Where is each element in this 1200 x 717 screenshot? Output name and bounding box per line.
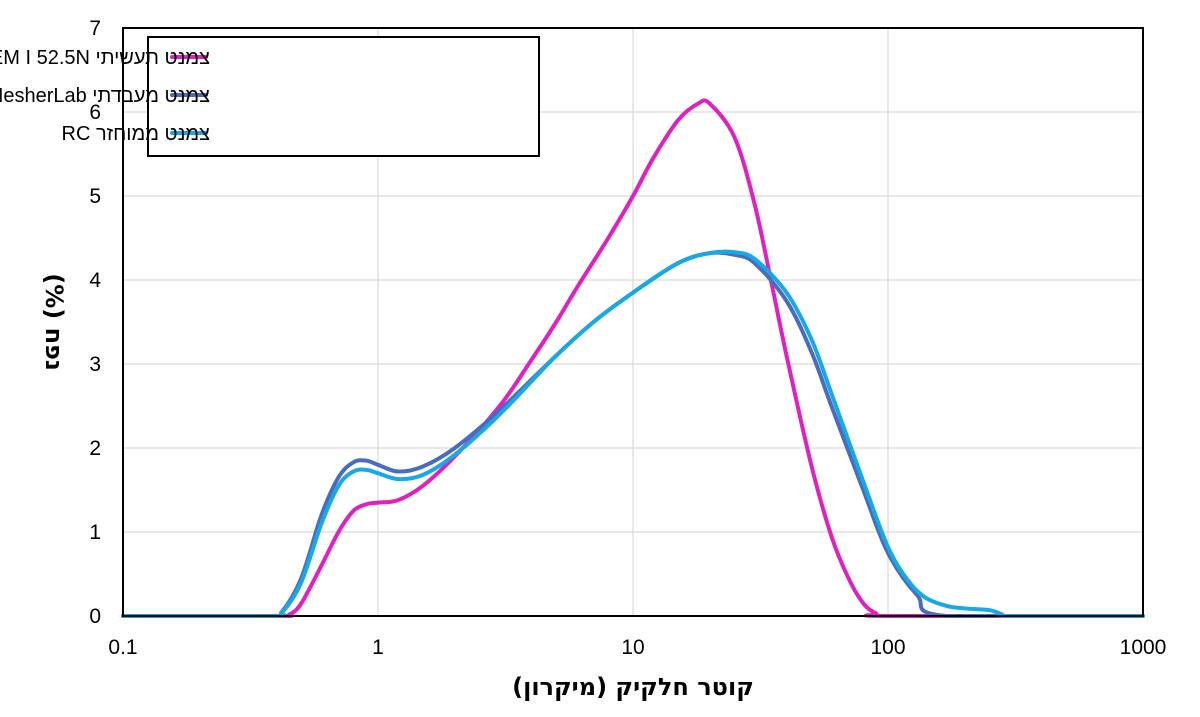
- legend: צמנט תעשיתי CEM I 52.5N צמנט מעבדתי Neshe…: [0, 36, 540, 157]
- y-tick-label: 6: [89, 101, 101, 124]
- y-tick-label: 3: [89, 353, 101, 376]
- y-tick-label: 2: [89, 437, 101, 460]
- legend-label: צמנט תעשיתי CEM I 52.5N: [0, 47, 210, 69]
- x-tick-label: 1000: [1120, 636, 1167, 659]
- y-tick-label: 4: [89, 269, 101, 292]
- series-line-1: [121, 98, 1145, 619]
- y-tick-label: 0: [89, 605, 101, 628]
- legend-label: צמנט ממוחזר RC: [62, 123, 211, 145]
- x-tick-label: 100: [870, 636, 905, 659]
- y-tick-labels: 0 1 2 3 4 5 6 7: [89, 17, 101, 628]
- x-tick-labels: 0.1 1 10 100 1000: [108, 636, 1166, 659]
- legend-box: [147, 36, 540, 157]
- y-axis-title: נפח (%): [40, 273, 68, 371]
- y-tick-label: 5: [89, 185, 101, 208]
- x-axis-title: קוטר חלקיק (מיקרון): [512, 673, 754, 701]
- series-lines: [121, 98, 1145, 619]
- legend-label: צמנט מעבדתי NesherLab: [0, 85, 210, 107]
- plot-frame: [122, 27, 1144, 617]
- y-tick-label: 7: [89, 17, 101, 40]
- x-tick-label: 10: [621, 636, 644, 659]
- x-tick-label: 1: [372, 636, 384, 659]
- x-tick-label: 0.1: [108, 636, 137, 659]
- y-tick-label: 1: [89, 521, 101, 544]
- series-line-3: [121, 249, 1145, 619]
